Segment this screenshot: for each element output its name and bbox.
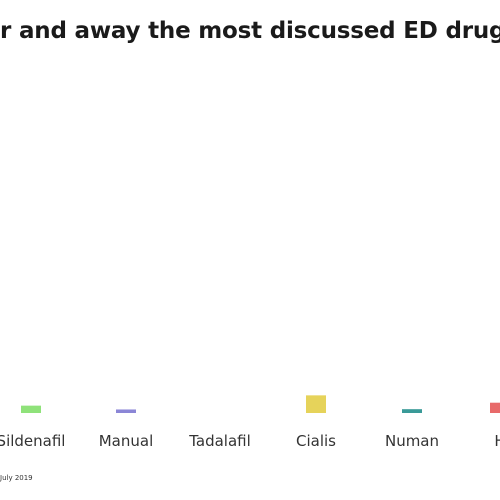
category-label-manual: Manual <box>99 432 154 450</box>
category-label-sildenafil: Sildenafil <box>0 432 65 450</box>
bar-cialis <box>306 395 326 413</box>
bar-numan <box>402 409 422 413</box>
category-label-tadalafil: Tadalafil <box>188 432 251 450</box>
bar-manual <box>116 409 136 413</box>
category-label-numan: Numan <box>385 432 439 450</box>
footer-note: July 2019 <box>0 474 33 482</box>
bar-sildenafil <box>21 405 41 413</box>
category-label-cialis: Cialis <box>296 432 336 450</box>
category-label-h: H <box>494 432 500 450</box>
chart-title: r and away the most discussed ED drug <box>0 18 500 44</box>
bar-h <box>490 402 500 413</box>
